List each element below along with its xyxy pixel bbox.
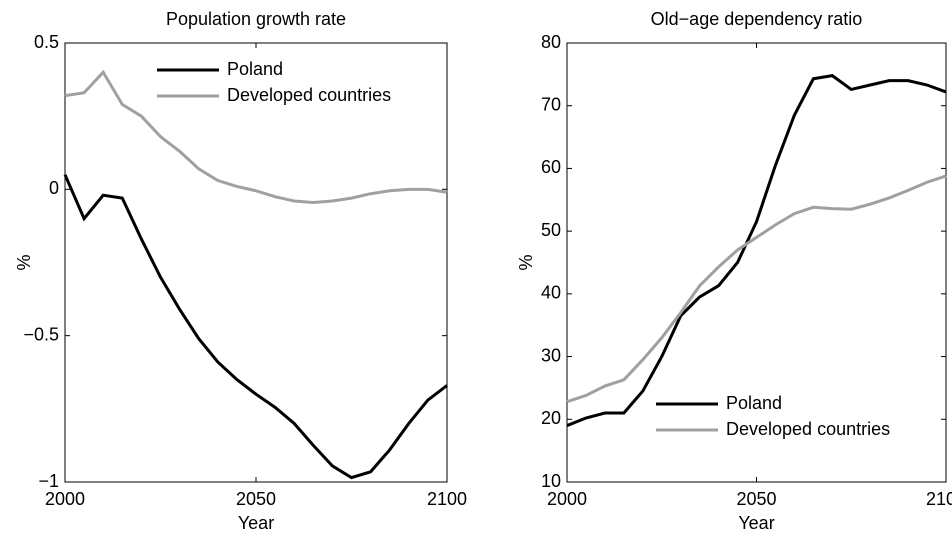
- y-tick-label: 0: [49, 178, 59, 198]
- y-axis-label: %: [516, 254, 536, 270]
- x-axis-label: Year: [738, 513, 774, 533]
- y-tick-label: 30: [541, 345, 561, 365]
- series-line: [566, 74, 947, 427]
- y-tick-label: 70: [541, 94, 561, 114]
- y-tick-label: 80: [541, 32, 561, 52]
- y-axis-label: %: [14, 254, 34, 270]
- y-tick-label: −0.5: [23, 324, 59, 344]
- y-tick-label: 10: [541, 471, 561, 491]
- y-tick-label: 60: [541, 157, 561, 177]
- legend-label: Developed countries: [227, 85, 391, 105]
- y-tick-label: −1: [38, 471, 59, 491]
- axes-box: [64, 42, 448, 483]
- chart-title: Population growth rate: [166, 9, 346, 29]
- x-tick-label: 2050: [736, 489, 776, 509]
- legend-label: Poland: [227, 59, 283, 79]
- legend-label: Developed countries: [726, 419, 890, 439]
- y-tick-label: 50: [541, 220, 561, 240]
- y-tick-label: 20: [541, 408, 561, 428]
- legend-label: Poland: [726, 393, 782, 413]
- x-tick-label: 2100: [926, 489, 952, 509]
- series-line: [63, 174, 448, 480]
- y-tick-label: 40: [541, 283, 561, 303]
- x-axis-label: Year: [238, 513, 274, 533]
- y-tick-label: 0.5: [34, 32, 59, 52]
- x-tick-label: 2050: [236, 489, 276, 509]
- x-tick-label: 2000: [547, 489, 587, 509]
- axes-box: [566, 42, 947, 483]
- series-line: [566, 174, 947, 404]
- x-tick-label: 2100: [427, 489, 467, 509]
- series-line: [64, 69, 448, 205]
- chart-title: Old−age dependency ratio: [651, 9, 863, 29]
- x-tick-label: 2000: [45, 489, 85, 509]
